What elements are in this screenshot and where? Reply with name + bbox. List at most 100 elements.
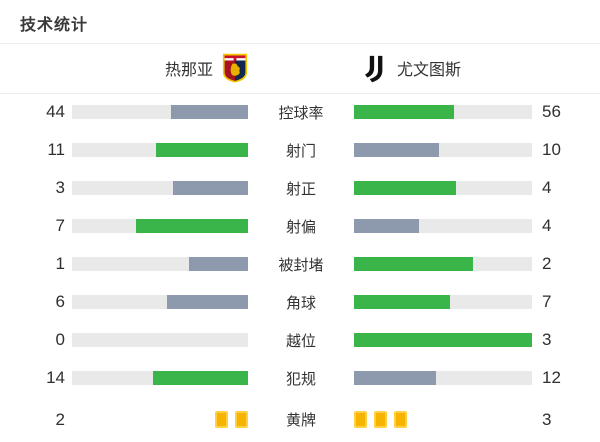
home-value-shots-on-target: 3	[55, 178, 65, 197]
stat-row-corners: 6 角球 7	[0, 283, 600, 321]
away-bar-track-possession	[354, 105, 532, 119]
home-bar-fill-blocked	[189, 257, 248, 271]
away-value-fouls: 12	[542, 368, 561, 387]
stat-label-shots: 射门	[285, 142, 316, 160]
home-cards-yellow-cards	[72, 411, 248, 428]
away-cell-shots-on-target	[354, 181, 532, 195]
stat-label-fouls: 犯规	[285, 370, 316, 388]
away-bar-fill-corners	[354, 295, 450, 309]
stat-label-shots-on-target: 射正	[285, 180, 316, 198]
home-bar-fill-shots-on-target	[172, 181, 248, 195]
home-team-header: 热那亚	[165, 43, 248, 93]
stat-row-blocked: 1 被封堵 2	[0, 245, 600, 283]
stat-row-offsides: 0 越位 3	[0, 321, 600, 359]
home-cell-shots-on-target	[72, 181, 248, 195]
stat-row-shots-off-target: 7 射偏 4	[0, 207, 600, 245]
away-bar-track-shots	[354, 143, 532, 157]
yellow-card-icon	[235, 411, 248, 428]
home-value-offsides: 0	[55, 330, 65, 349]
home-cell-blocked	[72, 257, 248, 271]
home-bar-fill-shots-off-target	[136, 219, 248, 233]
away-value-shots: 10	[542, 140, 561, 159]
home-bar-fill-shots	[155, 143, 248, 157]
yellow-card-icon	[354, 411, 367, 428]
teams-header: 热那亚	[0, 43, 600, 93]
away-bar-track-blocked	[354, 257, 532, 271]
away-value-shots-off-target: 4	[542, 216, 552, 235]
yellow-card-icon	[215, 411, 228, 428]
home-cell-shots-off-target	[72, 219, 248, 233]
away-bar-track-shots-on-target	[354, 181, 532, 195]
home-cell-possession	[72, 105, 248, 119]
stat-label-possession: 控球率	[278, 104, 324, 122]
yellow-card-icon	[374, 411, 387, 428]
stat-label-corners: 角球	[285, 294, 316, 312]
away-cell-blocked	[354, 257, 532, 271]
stat-label-shots-off-target: 射偏	[285, 218, 316, 236]
away-bar-track-shots-off-target	[354, 219, 532, 233]
away-cards-yellow-cards	[354, 411, 532, 428]
stat-label-blocked: 被封堵	[278, 256, 324, 274]
page-title: 技术统计	[20, 17, 89, 34]
home-bar-track-blocked	[72, 257, 248, 271]
away-value-corners: 7	[542, 292, 552, 311]
away-cell-offsides	[354, 333, 532, 347]
home-bar-track-possession	[72, 105, 248, 119]
stat-label-offsides: 越位	[285, 332, 316, 350]
away-bar-fill-offsides	[354, 333, 532, 347]
yellow-card-icon	[394, 411, 407, 428]
away-bar-fill-possession	[354, 105, 454, 119]
away-cell-shots	[354, 143, 532, 157]
home-cell-offsides	[72, 333, 248, 347]
home-bar-track-shots-on-target	[72, 181, 248, 195]
away-bar-track-offsides	[354, 333, 532, 347]
stat-row-yellow-cards: 2 黄牌 3	[0, 397, 600, 442]
home-bar-fill-fouls	[153, 371, 248, 385]
home-cell-fouls	[72, 371, 248, 385]
stat-row-possession: 44 控球率 56	[0, 93, 600, 131]
stat-label-yellow-cards: 黄牌	[285, 412, 316, 429]
home-cell-shots	[72, 143, 248, 157]
away-value-offsides: 3	[542, 330, 552, 349]
away-cell-yellow-cards	[354, 411, 532, 428]
away-bar-fill-fouls	[354, 371, 437, 385]
away-bar-fill-shots-off-target	[354, 219, 419, 233]
home-value-possession: 44	[46, 102, 65, 121]
home-bar-fill-corners	[166, 295, 248, 309]
away-value-yellow-cards: 3	[542, 409, 552, 429]
home-bar-track-offsides	[72, 333, 248, 347]
away-cell-fouls	[354, 371, 532, 385]
home-value-yellow-cards: 2	[55, 409, 65, 429]
away-value-blocked: 2	[542, 254, 552, 273]
stat-row-shots-on-target: 3 射正 4	[0, 169, 600, 207]
home-bar-track-corners	[72, 295, 248, 309]
home-bar-track-shots	[72, 143, 248, 157]
away-team-name: 尤文图斯	[397, 62, 462, 79]
home-team-name: 热那亚	[164, 62, 213, 79]
juventus-logo-icon	[362, 53, 388, 83]
home-cell-corners	[72, 295, 248, 309]
home-value-blocked: 1	[55, 254, 65, 273]
away-value-possession: 56	[542, 102, 561, 121]
header-divider	[0, 93, 600, 94]
away-bar-track-corners	[354, 295, 532, 309]
home-value-corners: 6	[55, 292, 65, 311]
home-value-shots: 11	[47, 140, 65, 159]
away-team-header: 尤文图斯	[362, 43, 461, 93]
home-value-fouls: 14	[46, 368, 65, 387]
away-cell-corners	[354, 295, 532, 309]
stat-row-fouls: 14 犯规 12	[0, 359, 600, 397]
home-bar-fill-possession	[170, 105, 248, 119]
away-cell-shots-off-target	[354, 219, 532, 233]
home-cell-yellow-cards	[72, 411, 248, 428]
home-bar-track-fouls	[72, 371, 248, 385]
home-bar-track-shots-off-target	[72, 219, 248, 233]
title-divider	[0, 43, 600, 44]
stats-rows: 44 控球率 56 11 射门 10 3 射正 4 7 射偏 4 1 被封堵 2 6 角球 7 0 越位 3 14 犯规 12…	[0, 93, 600, 442]
stat-row-shots: 11 射门 10	[0, 131, 600, 169]
away-bar-fill-shots-on-target	[354, 181, 456, 195]
away-bar-fill-shots	[354, 143, 439, 157]
away-value-shots-on-target: 4	[542, 178, 552, 197]
away-bar-track-fouls	[354, 371, 532, 385]
